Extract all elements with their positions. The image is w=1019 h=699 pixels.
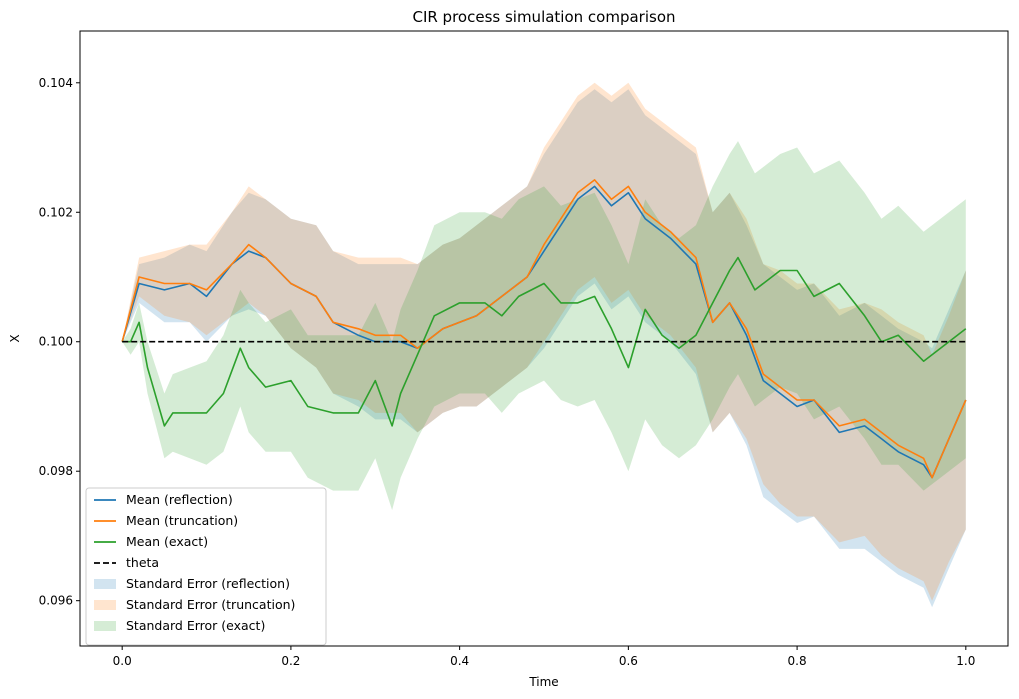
y-tick-label: 0.098	[39, 464, 73, 478]
legend-label: Standard Error (truncation)	[126, 597, 295, 612]
chart-title: CIR process simulation comparison	[412, 8, 675, 26]
x-tick-label: 0.4	[450, 654, 469, 668]
series-line-truncation	[121, 179, 967, 479]
series-line-exact	[122, 256, 967, 427]
legend-label: Standard Error (reflection)	[126, 576, 290, 591]
legend: Mean (reflection) Mean (truncation) Mean (…	[85, 487, 327, 646]
legend-swatch-band-truncation	[94, 600, 116, 610]
legend-label: Mean (reflection)	[126, 492, 233, 507]
bands-layer	[122, 82, 966, 608]
band-exact	[122, 141, 966, 511]
x-axis-label: Time	[528, 675, 558, 689]
band-truncation	[122, 82, 966, 601]
legend-label: theta	[126, 555, 159, 570]
legend-label: Mean (truncation)	[126, 513, 238, 528]
y-tick-label: 0.102	[39, 205, 73, 219]
x-tick-label: 0.6	[619, 654, 638, 668]
lines-layer	[121, 179, 967, 479]
legend-label: Standard Error (exact)	[126, 618, 265, 633]
plot-frame	[79, 30, 1009, 647]
y-tick-label: 0.104	[39, 76, 73, 90]
legend-box	[85, 487, 327, 646]
y-axis-label: X	[8, 334, 22, 342]
x-tick-label: 0.2	[281, 654, 300, 668]
x-axis: 0.0 0.2 0.4 0.6 0.8 1.0	[113, 646, 975, 668]
legend-swatch-band-reflection	[94, 579, 116, 589]
x-tick-label: 0.0	[113, 654, 132, 668]
legend-swatch-band-exact	[94, 621, 116, 631]
x-tick-label: 1.0	[956, 654, 975, 668]
legend-label: Mean (exact)	[126, 534, 208, 549]
y-tick-label: 0.100	[39, 335, 73, 349]
band-reflection	[122, 89, 966, 608]
x-tick-label: 0.8	[788, 654, 807, 668]
y-tick-label: 0.096	[39, 594, 73, 608]
y-axis: 0.096 0.098 0.100 0.102 0.104	[39, 76, 80, 608]
